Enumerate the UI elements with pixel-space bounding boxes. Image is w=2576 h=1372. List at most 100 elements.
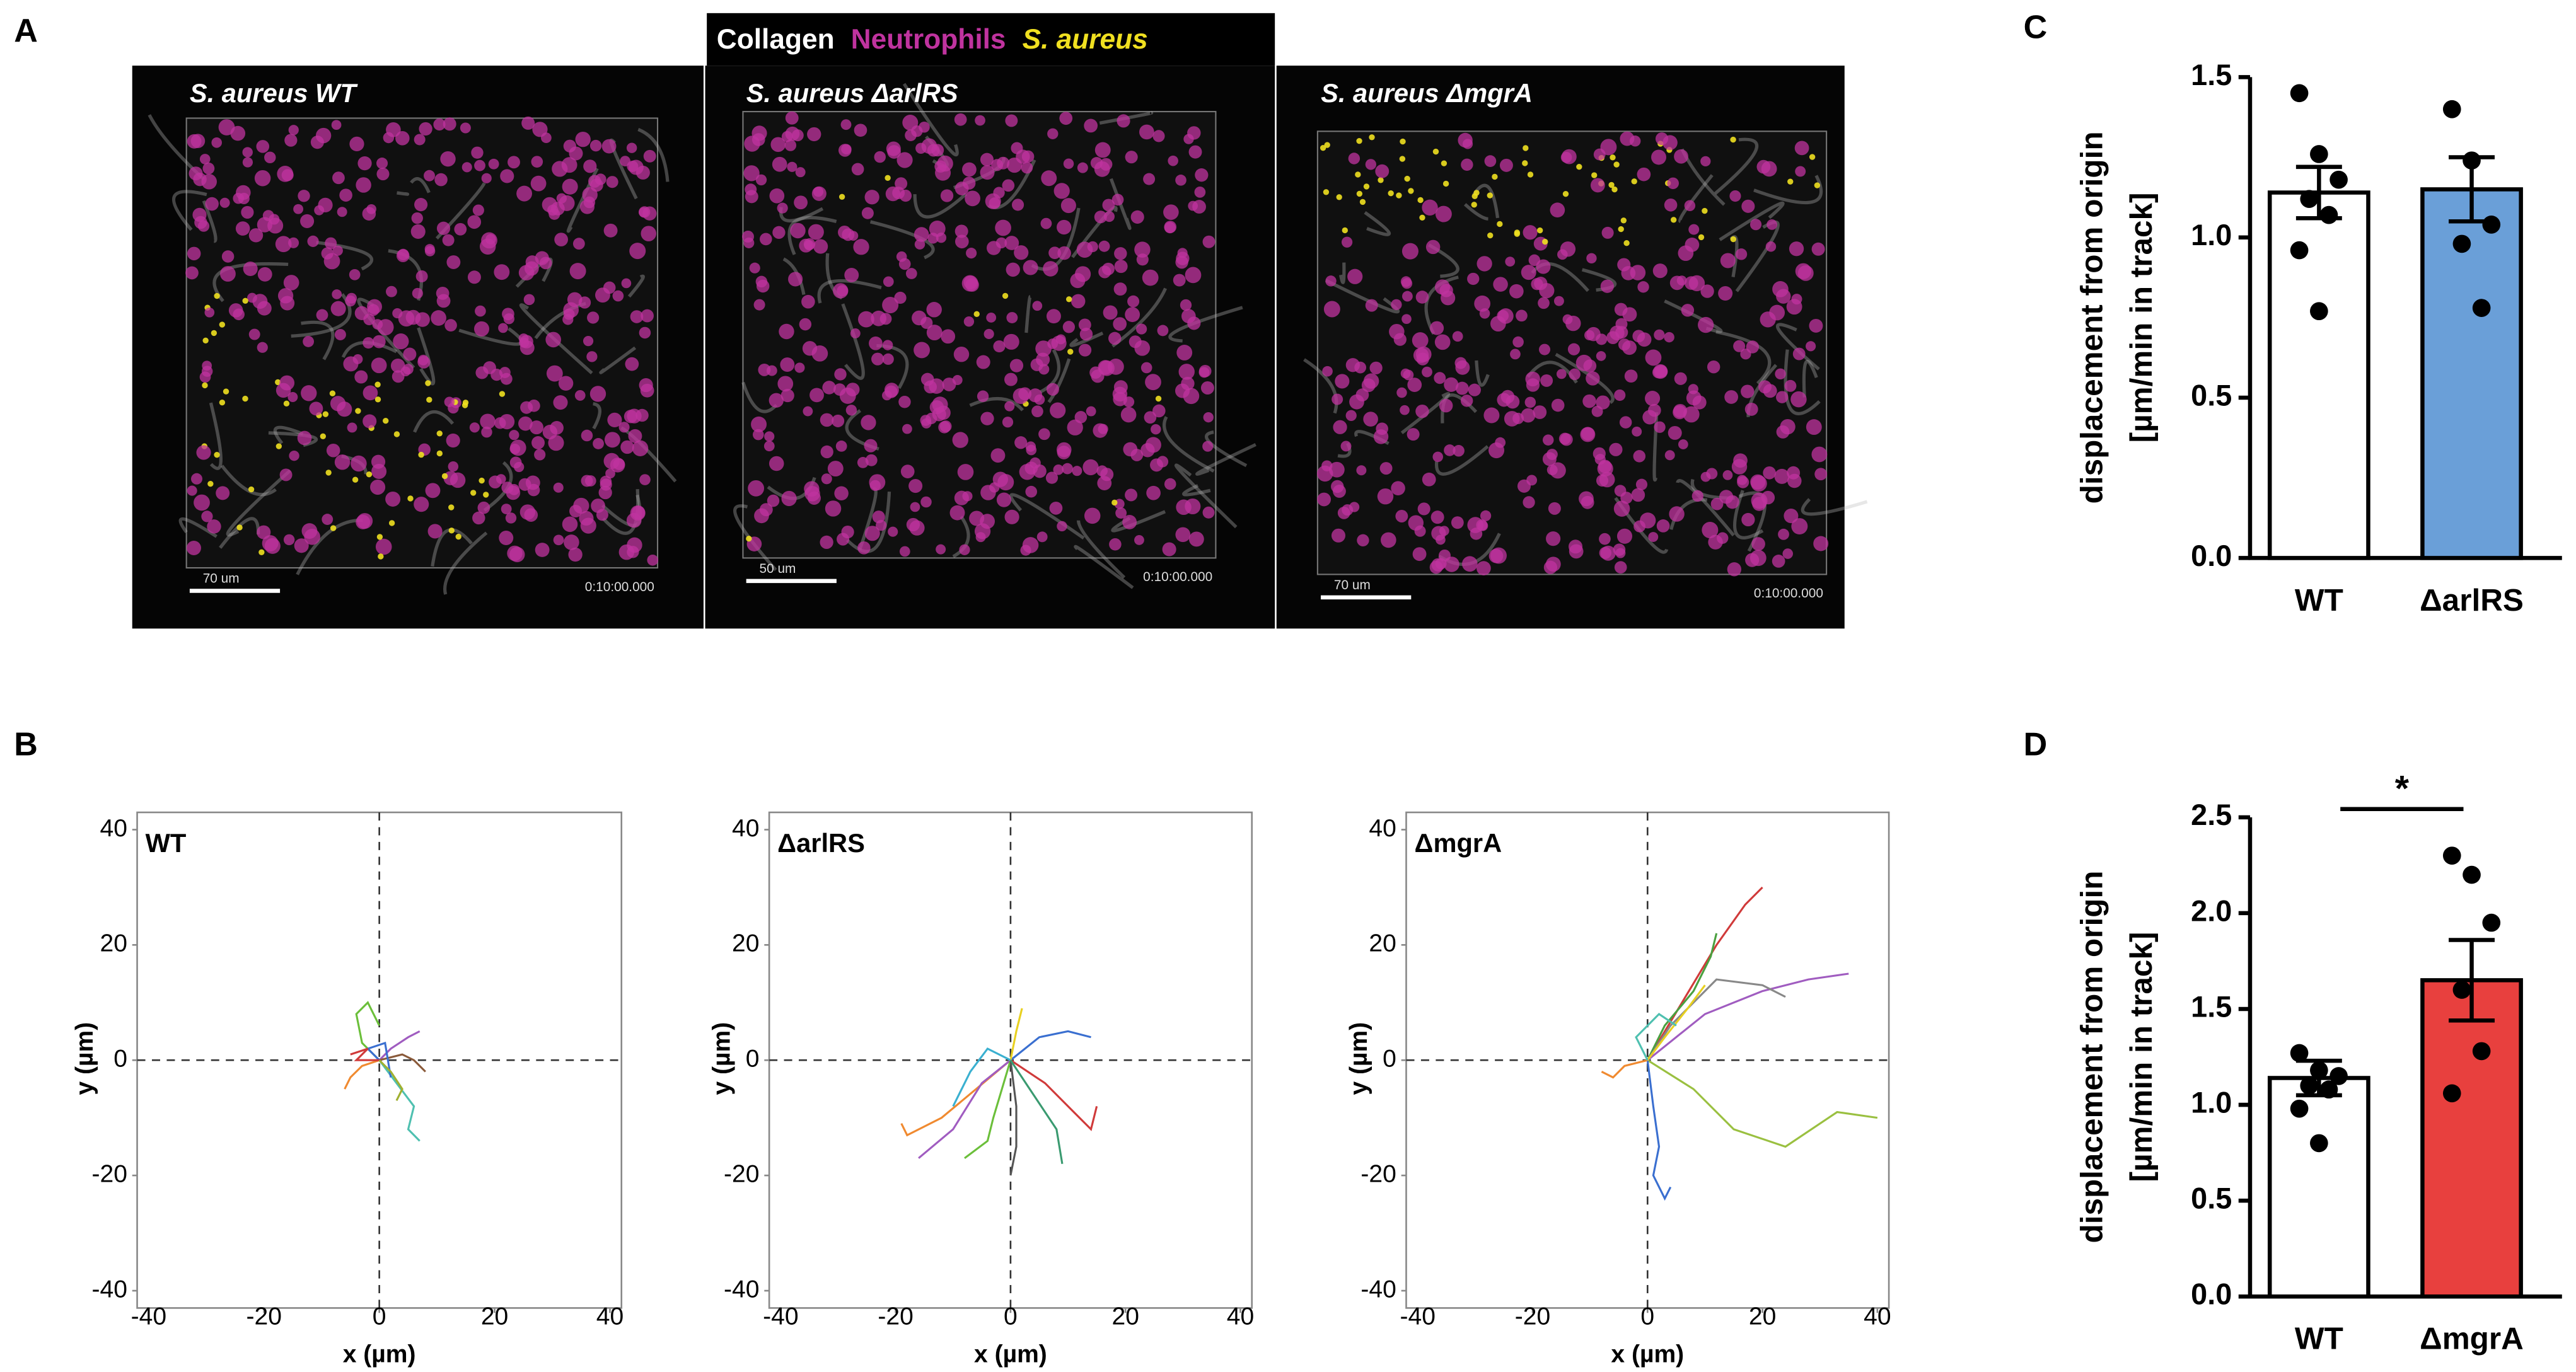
neutrophil	[992, 471, 1008, 487]
data-point	[2300, 190, 2319, 209]
neutrophil	[803, 238, 816, 250]
neutrophil	[1735, 248, 1748, 260]
neutrophil	[433, 118, 446, 131]
neutrophil	[1727, 562, 1742, 577]
bacteria	[329, 390, 336, 396]
x-tick-label: 40	[1227, 1303, 1254, 1330]
neutrophil	[1631, 488, 1645, 502]
neutrophil	[1175, 527, 1191, 543]
collagen-fiber	[1195, 443, 1256, 476]
collagen-fiber	[627, 274, 645, 298]
neutrophil	[1476, 561, 1491, 575]
neutrophil	[1806, 419, 1822, 435]
y-axis-label: displacement from origin	[2075, 871, 2109, 1243]
neutrophil	[1164, 478, 1176, 490]
neutrophil	[949, 505, 965, 521]
neutrophil	[1356, 465, 1367, 476]
bacteria	[1432, 148, 1439, 155]
bacteria	[242, 395, 248, 402]
image-title: S. aureus WT	[190, 78, 358, 108]
neutrophil	[1084, 118, 1098, 133]
neutrophil	[1582, 394, 1596, 408]
bacteria	[479, 477, 485, 484]
neutrophil	[446, 433, 460, 448]
neutrophil	[448, 461, 459, 472]
neutrophil	[376, 168, 390, 181]
neutrophil	[562, 314, 574, 325]
neutrophil	[363, 337, 374, 349]
neutrophil	[595, 287, 610, 303]
neutrophil	[799, 318, 812, 331]
track	[378, 1030, 421, 1061]
panel-label: A	[14, 13, 38, 49]
legend-entry: S. aureus	[1023, 24, 1148, 55]
neutrophil	[283, 534, 295, 546]
collagen-fiber	[637, 128, 670, 182]
neutrophil	[446, 255, 461, 269]
neutrophil	[1769, 304, 1785, 321]
collagen-fiber	[397, 191, 410, 196]
y-tick-label: -20	[1361, 1160, 1396, 1187]
neutrophil	[1558, 432, 1571, 445]
neutrophil	[1538, 297, 1550, 309]
neutrophil	[1688, 384, 1698, 395]
neutrophil	[1474, 295, 1491, 312]
neutrophil	[377, 319, 394, 336]
neutrophil	[1669, 506, 1685, 522]
neutrophil	[460, 122, 471, 134]
legend-entry: Collagen	[717, 24, 835, 55]
neutrophil	[475, 366, 489, 379]
neutrophil	[415, 312, 430, 327]
data-point	[2290, 84, 2309, 103]
neutrophil	[1700, 284, 1714, 298]
neutrophil	[1049, 501, 1063, 515]
neutrophil	[1038, 428, 1050, 441]
collagen-fiber	[443, 531, 488, 595]
neutrophil	[1031, 405, 1043, 418]
neutrophil	[1717, 532, 1729, 544]
neutrophil	[1139, 124, 1154, 140]
neutrophil	[330, 301, 346, 316]
neutrophil	[221, 250, 235, 263]
neutrophil	[1455, 360, 1470, 375]
neutrophil	[1444, 377, 1459, 392]
neutrophil	[481, 173, 492, 183]
bacteria	[462, 400, 469, 406]
track	[1009, 1008, 1023, 1061]
neutrophil	[530, 420, 544, 435]
neutrophil	[586, 351, 598, 362]
bacteria	[1623, 240, 1630, 246]
neutrophil	[248, 328, 260, 340]
neutrophil	[1668, 425, 1682, 440]
neutrophil	[1181, 376, 1195, 391]
neutrophil	[769, 456, 784, 471]
neutrophil	[780, 357, 795, 372]
neutrophil	[516, 185, 533, 202]
neutrophil	[1593, 148, 1606, 161]
collagen-fiber	[296, 518, 363, 575]
neutrophil	[980, 514, 995, 529]
neutrophil	[553, 534, 564, 546]
neutrophil	[1134, 241, 1151, 258]
neutrophil	[1181, 309, 1196, 323]
neutrophil	[1782, 548, 1793, 559]
neutrophil	[1123, 396, 1135, 408]
neutrophil	[795, 167, 806, 178]
neutrophil	[1614, 389, 1626, 401]
neutrophil	[1164, 222, 1176, 234]
neutrophil	[1557, 249, 1568, 260]
neutrophil	[1575, 354, 1593, 371]
bar	[2420, 978, 2523, 1299]
neutrophil	[1108, 331, 1122, 345]
neutrophil	[965, 190, 980, 207]
neutrophil	[337, 207, 347, 217]
neutrophil	[639, 474, 651, 485]
neutrophil	[372, 335, 386, 349]
neutrophil	[1495, 437, 1506, 448]
bacteria	[322, 411, 329, 417]
neutrophil	[1648, 532, 1659, 542]
track	[1646, 933, 1718, 1061]
neutrophil	[976, 355, 990, 369]
neutrophil	[869, 480, 881, 492]
neutrophil	[1348, 153, 1361, 164]
